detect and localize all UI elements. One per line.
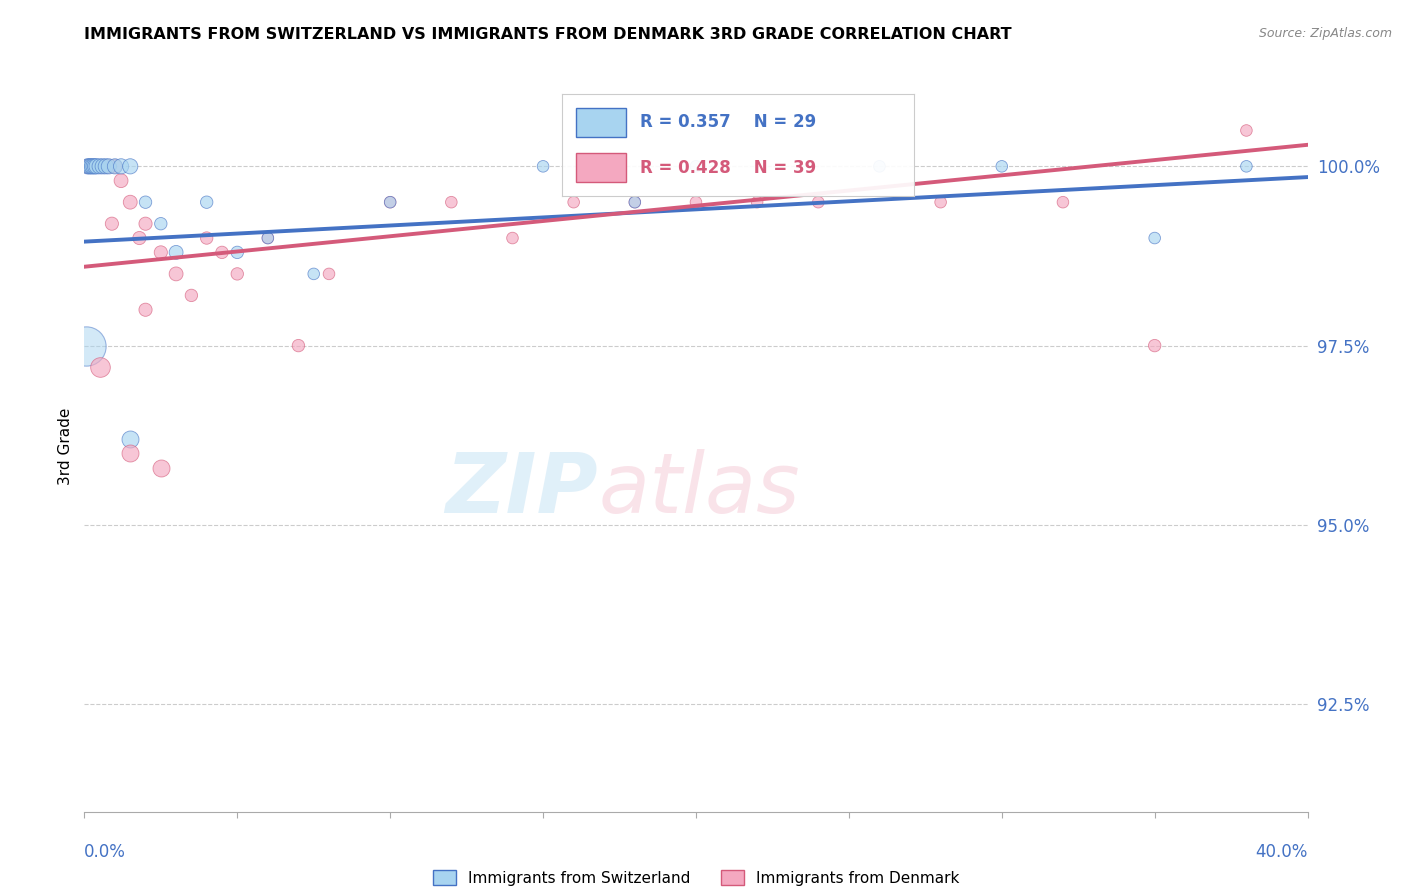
Point bbox=[120, 159, 142, 173]
Point bbox=[79, 159, 101, 173]
Point bbox=[94, 159, 117, 173]
Text: ZIP: ZIP bbox=[446, 450, 598, 531]
Text: 40.0%: 40.0% bbox=[1256, 843, 1308, 861]
Point bbox=[257, 231, 280, 245]
Point bbox=[97, 159, 120, 173]
Point bbox=[1234, 159, 1257, 173]
Point bbox=[104, 159, 127, 173]
Point bbox=[84, 159, 107, 173]
Point bbox=[120, 432, 142, 446]
Point bbox=[1143, 231, 1166, 245]
Point bbox=[287, 338, 309, 352]
Point bbox=[1234, 123, 1257, 137]
Point bbox=[86, 159, 108, 173]
Point bbox=[807, 195, 830, 210]
Point bbox=[624, 195, 647, 210]
Point bbox=[624, 195, 647, 210]
Text: R = 0.357    N = 29: R = 0.357 N = 29 bbox=[640, 113, 815, 131]
Point bbox=[180, 288, 202, 302]
Point bbox=[91, 159, 114, 173]
Point bbox=[869, 159, 891, 173]
Point bbox=[83, 159, 105, 173]
Point bbox=[1052, 195, 1074, 210]
Point bbox=[380, 195, 402, 210]
Point bbox=[89, 360, 111, 375]
Text: 0.0%: 0.0% bbox=[84, 843, 127, 861]
Point bbox=[195, 195, 218, 210]
Point bbox=[165, 245, 187, 260]
Point bbox=[501, 231, 523, 245]
Point bbox=[226, 267, 249, 281]
Point bbox=[929, 195, 952, 210]
Point bbox=[79, 159, 101, 173]
Point bbox=[149, 460, 172, 475]
Point bbox=[77, 159, 100, 173]
Point bbox=[110, 159, 132, 173]
Point bbox=[211, 245, 233, 260]
Point bbox=[76, 159, 98, 173]
Point bbox=[165, 267, 187, 281]
FancyBboxPatch shape bbox=[576, 108, 626, 136]
Point bbox=[89, 159, 111, 173]
FancyBboxPatch shape bbox=[576, 153, 626, 182]
Text: R = 0.428    N = 39: R = 0.428 N = 39 bbox=[640, 159, 815, 177]
Point bbox=[318, 267, 340, 281]
Point bbox=[77, 159, 100, 173]
Point bbox=[149, 217, 172, 231]
Point bbox=[195, 231, 218, 245]
Point bbox=[135, 217, 157, 231]
Point bbox=[86, 159, 108, 173]
Point bbox=[75, 338, 97, 352]
Point bbox=[94, 159, 117, 173]
Legend: Immigrants from Switzerland, Immigrants from Denmark: Immigrants from Switzerland, Immigrants … bbox=[426, 863, 966, 892]
Point bbox=[685, 195, 707, 210]
Text: Source: ZipAtlas.com: Source: ZipAtlas.com bbox=[1258, 27, 1392, 40]
Point bbox=[990, 159, 1012, 173]
Point bbox=[120, 195, 142, 210]
Point bbox=[135, 302, 157, 317]
Point bbox=[89, 159, 111, 173]
Point bbox=[110, 174, 132, 188]
Point bbox=[226, 245, 249, 260]
Point bbox=[745, 195, 768, 210]
Point bbox=[97, 159, 120, 173]
Y-axis label: 3rd Grade: 3rd Grade bbox=[58, 408, 73, 484]
Point bbox=[531, 159, 554, 173]
Point bbox=[149, 245, 172, 260]
Point bbox=[128, 231, 150, 245]
Point bbox=[80, 159, 103, 173]
Text: atlas: atlas bbox=[598, 450, 800, 531]
Point bbox=[76, 159, 98, 173]
Point bbox=[302, 267, 325, 281]
Point bbox=[104, 159, 127, 173]
Point bbox=[83, 159, 105, 173]
Point bbox=[562, 195, 585, 210]
Point bbox=[91, 159, 114, 173]
Point bbox=[101, 217, 124, 231]
Text: IMMIGRANTS FROM SWITZERLAND VS IMMIGRANTS FROM DENMARK 3RD GRADE CORRELATION CHA: IMMIGRANTS FROM SWITZERLAND VS IMMIGRANT… bbox=[84, 27, 1012, 42]
Point bbox=[440, 195, 463, 210]
Point bbox=[685, 159, 707, 173]
Point bbox=[120, 446, 142, 460]
Point bbox=[80, 159, 103, 173]
Point bbox=[1143, 338, 1166, 352]
Point bbox=[135, 195, 157, 210]
Point bbox=[380, 195, 402, 210]
Point bbox=[84, 159, 107, 173]
Point bbox=[257, 231, 280, 245]
